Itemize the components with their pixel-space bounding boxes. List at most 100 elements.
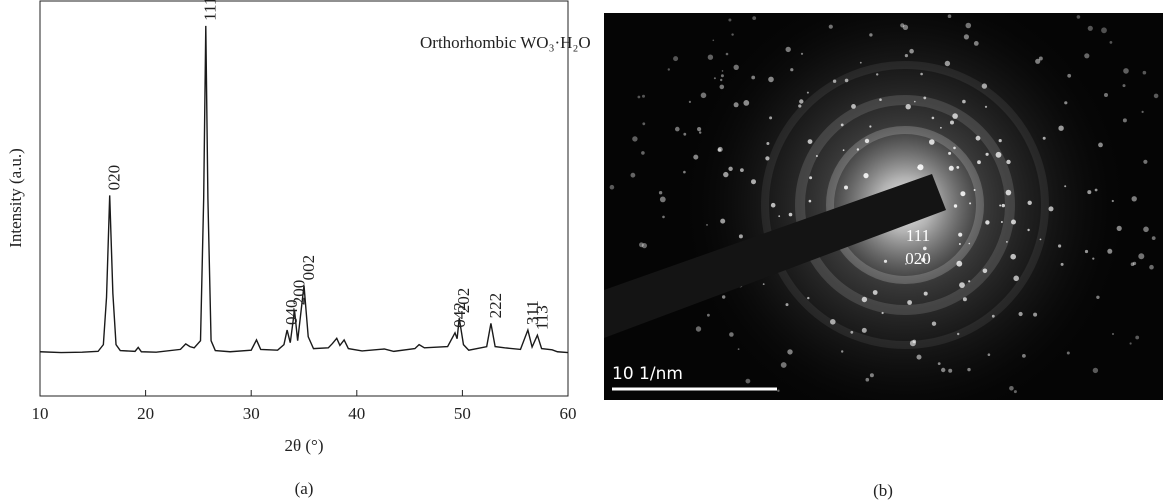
diffraction-spot: [956, 166, 960, 169]
diffraction-spot: [921, 257, 926, 262]
diffraction-spot: [931, 116, 935, 120]
peak-label: 311: [523, 300, 542, 325]
peak-label: 200: [289, 280, 308, 306]
diffraction-spot: [707, 54, 714, 60]
x-tick-label: 40: [348, 404, 365, 423]
diffraction-spot: [713, 77, 716, 80]
diffraction-spot: [745, 378, 751, 384]
diffraction-spot: [828, 24, 833, 29]
diffraction-spot: [1064, 101, 1068, 105]
diffraction-spot: [785, 303, 789, 307]
diffraction-spot: [719, 84, 725, 90]
diffraction-spot: [1060, 262, 1064, 266]
diffraction-spot: [995, 151, 1002, 158]
y-axis-label: Intensity (a.u.): [6, 148, 25, 248]
diffraction-spot: [641, 151, 645, 155]
diffraction-spot: [1131, 196, 1137, 202]
diffraction-spot: [969, 202, 972, 205]
diffraction-spot: [840, 123, 844, 127]
diffraction-spot: [842, 149, 845, 152]
diffraction-spot: [1149, 264, 1154, 270]
diffraction-spot: [861, 296, 868, 303]
diffraction-spot: [609, 184, 615, 190]
peak-label: 113: [532, 305, 551, 330]
diffraction-spot: [743, 100, 750, 106]
diffraction-spot: [982, 268, 988, 274]
diffraction-spot: [883, 259, 888, 263]
diffraction-spot: [916, 354, 922, 360]
diffraction-spot: [1006, 241, 1008, 243]
diffraction-spot: [667, 68, 670, 71]
diffraction-spot: [948, 165, 954, 171]
diffraction-spot: [1058, 244, 1062, 248]
diffraction-spot: [807, 139, 813, 145]
diffraction-spot: [948, 151, 952, 155]
diffraction-spot: [777, 389, 780, 392]
diffraction-spot: [785, 46, 791, 53]
diffraction-spot: [673, 56, 679, 62]
diffraction-spot: [770, 202, 776, 208]
peak-label: 002: [299, 255, 318, 281]
diffraction-spot: [1111, 199, 1114, 203]
diffraction-spot: [1101, 27, 1107, 34]
ring-label: 020: [905, 249, 931, 268]
diffraction-spot: [912, 339, 917, 344]
diffraction-spot: [809, 176, 813, 180]
diffraction-spot: [728, 18, 732, 22]
diffraction-spot: [1087, 25, 1093, 31]
diffraction-spot: [1143, 226, 1149, 233]
diffraction-spot: [642, 94, 645, 98]
diffraction-spot: [905, 104, 911, 110]
diffraction-spot: [861, 327, 867, 333]
diffraction-spot: [917, 166, 920, 169]
diffraction-spot: [863, 173, 869, 179]
xrd-line: [39, 25, 569, 354]
diffraction-spot: [768, 76, 774, 83]
diffraction-spot: [641, 243, 648, 249]
diffraction-spot: [1130, 262, 1135, 267]
diffraction-spot: [632, 136, 638, 142]
peak-label: 111: [201, 0, 220, 21]
saed-image: [604, 13, 1163, 400]
diffraction-spot: [729, 332, 734, 337]
diffraction-spot: [639, 242, 644, 248]
diffraction-spot: [1122, 118, 1127, 123]
diffraction-spot: [731, 33, 734, 36]
diffraction-spot: [872, 290, 878, 295]
diffraction-spot: [1141, 110, 1144, 113]
diffraction-spot: [815, 155, 818, 157]
plot-frame: [39, 0, 569, 397]
diffraction-spot: [947, 14, 952, 18]
diffraction-spot: [720, 74, 724, 78]
diffraction-spot: [968, 280, 971, 283]
diffraction-spot: [1022, 354, 1026, 358]
diffraction-spot: [1066, 351, 1070, 355]
diffraction-spot: [977, 160, 981, 165]
diffraction-spot: [738, 234, 743, 239]
x-tick-label: 60: [560, 404, 577, 423]
diffraction-spot: [1084, 249, 1089, 254]
diffraction-spot: [907, 300, 912, 305]
diffraction-spot: [981, 83, 988, 89]
diffraction-spot: [999, 204, 1002, 207]
diffraction-spot: [659, 196, 666, 203]
diffraction-spot: [725, 52, 729, 56]
diffraction-spot: [1076, 15, 1081, 19]
diffraction-spot: [929, 139, 935, 145]
diffraction-spot: [832, 79, 837, 83]
diffraction-spot: [740, 168, 744, 173]
diffraction-spot: [752, 16, 757, 20]
diffraction-spot: [985, 220, 990, 225]
diffraction-spot: [869, 373, 874, 378]
diffraction-spot: [956, 260, 963, 267]
diffraction-spot: [706, 224, 708, 226]
diffraction-spot: [1064, 185, 1067, 188]
diffraction-spot: [720, 218, 726, 224]
diffraction-spot: [683, 170, 686, 174]
diffraction-spot: [733, 102, 739, 108]
diffraction-spot: [780, 362, 787, 368]
diffraction-spot: [879, 98, 882, 101]
diffraction-spot: [1116, 225, 1122, 231]
diffraction-ring: [761, 61, 1049, 349]
diffraction-spot: [1153, 93, 1159, 99]
